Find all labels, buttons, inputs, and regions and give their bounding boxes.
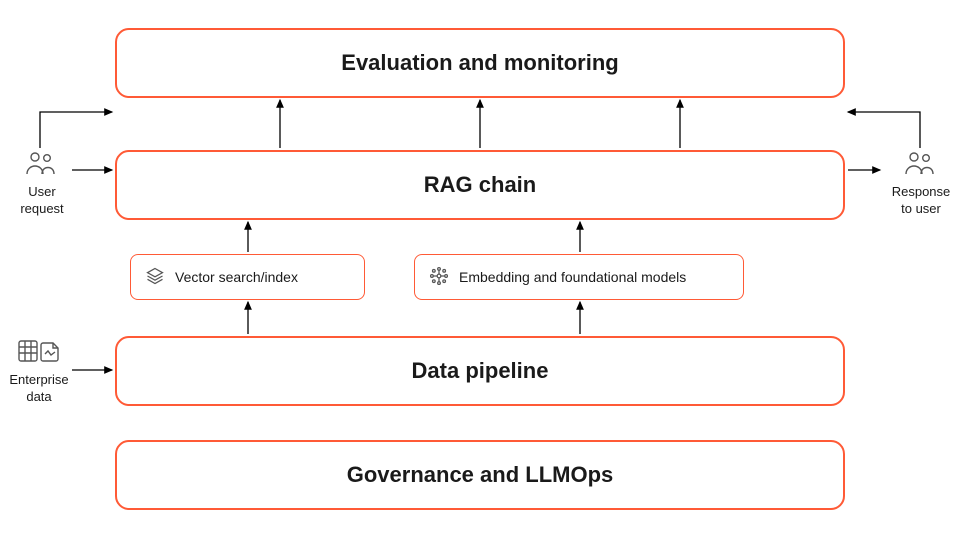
response-line2: to user <box>901 201 941 217</box>
user-request-line2: request <box>20 201 63 217</box>
people-icon <box>904 150 938 184</box>
enterprise-line1: Enterprise <box>9 372 68 388</box>
box-rag-chain: RAG chain <box>115 150 845 220</box>
vector-search-label: Vector search/index <box>175 269 298 285</box>
network-icon <box>429 266 449 289</box>
layers-icon <box>145 266 165 289</box>
box-data-pipeline: Data pipeline <box>115 336 845 406</box>
data-icon <box>17 338 61 372</box>
label-response-to-user: Response to user <box>882 150 960 217</box>
people-icon <box>25 150 59 184</box>
box-vector-search: Vector search/index <box>130 254 365 300</box>
response-line1: Response <box>892 184 951 200</box>
box-embedding-models: Embedding and foundational models <box>414 254 744 300</box>
user-request-line1: User <box>28 184 55 200</box>
box-evaluation: Evaluation and monitoring <box>115 28 845 98</box>
arrow <box>848 112 920 148</box>
enterprise-line2: data <box>26 389 51 405</box>
embedding-models-label: Embedding and foundational models <box>459 269 686 285</box>
box-governance: Governance and LLMOps <box>115 440 845 510</box>
arrow <box>40 112 112 148</box>
label-enterprise-data: Enterprise data <box>0 338 78 405</box>
label-user-request: User request <box>3 150 81 217</box>
